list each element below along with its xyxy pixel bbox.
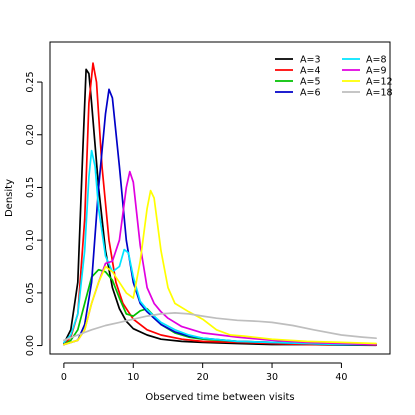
y-tick-label: 0.15	[25, 177, 36, 198]
series-layer	[63, 62, 377, 347]
legend-label: A=6	[300, 88, 321, 99]
x-tick-label: 30	[266, 372, 278, 383]
y-axis-label: Density	[4, 179, 15, 217]
legend-label: A=12	[366, 77, 393, 88]
series-line-8	[63, 312, 377, 342]
x-axis: 0 10 20 30 40	[61, 362, 347, 383]
y-tick-label: 0.25	[25, 71, 36, 92]
plot-frame	[49, 41, 391, 355]
y-tick-label: 0.20	[25, 124, 36, 145]
y-tick-label: 0.10	[25, 230, 36, 251]
y-tick-label: 0.00	[25, 335, 36, 356]
x-tick-label: 40	[335, 372, 347, 383]
y-tick-label: 0.05	[25, 282, 36, 303]
legend-label: A=18	[366, 88, 393, 99]
legend-label: A=8	[366, 55, 387, 66]
series-line-2	[63, 62, 377, 346]
x-axis-label: Observed time between visits	[145, 392, 294, 403]
series-line-4	[63, 88, 377, 346]
legend-label: A=3	[300, 55, 321, 66]
x-tick-label: 20	[197, 372, 209, 383]
legend-label: A=5	[300, 77, 321, 88]
y-axis: 0.00 0.05 0.10 0.15 0.20 0.25	[25, 71, 43, 356]
legend-label: A=4	[300, 66, 321, 77]
x-tick-label: 10	[127, 372, 139, 383]
legend-label: A=9	[366, 66, 387, 77]
series-line-1	[63, 68, 377, 347]
series-line-5	[63, 149, 377, 346]
series-line-7	[63, 189, 377, 346]
legend: A=3A=4A=5A=6 A=8A=9A=12A=18	[275, 55, 393, 99]
x-tick-label: 0	[61, 372, 67, 383]
